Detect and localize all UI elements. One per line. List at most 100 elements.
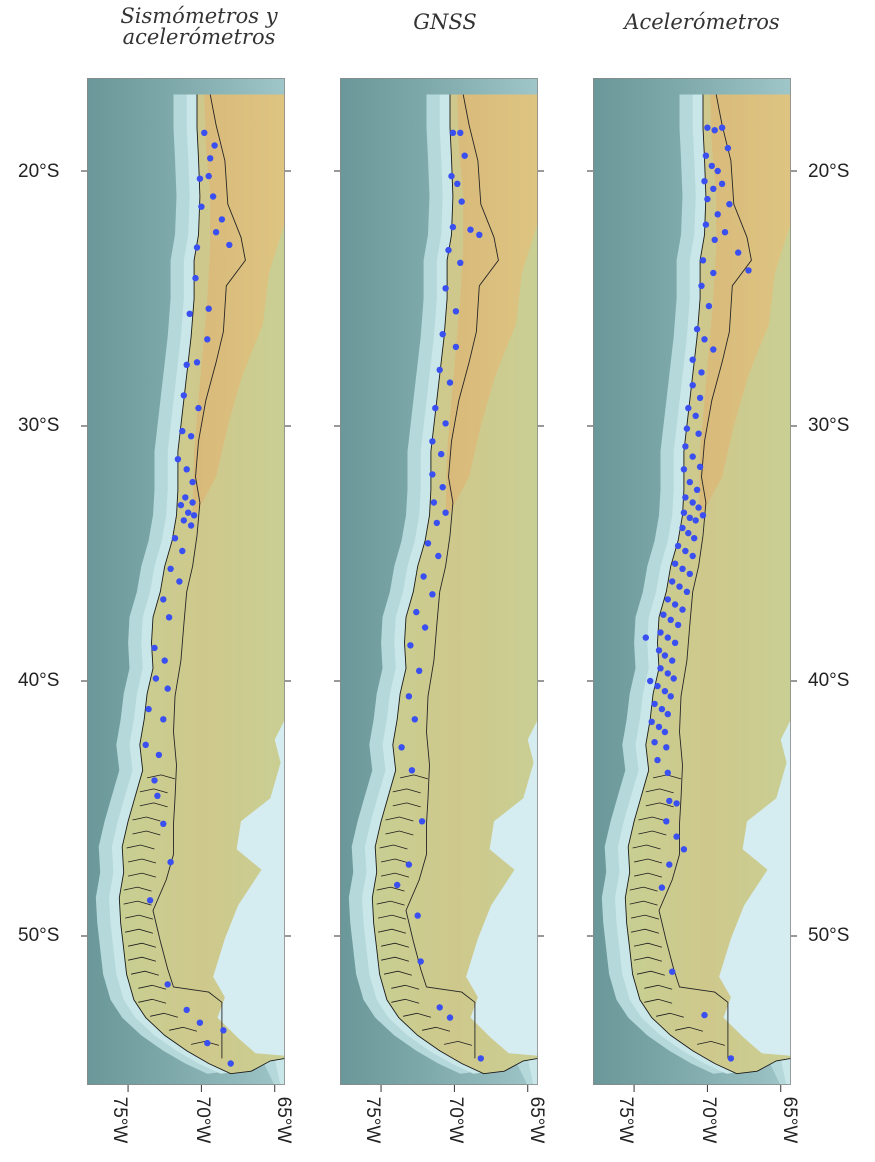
border-line xyxy=(658,94,752,1059)
station-marker xyxy=(693,325,701,333)
station-marker xyxy=(664,634,671,641)
station-marker xyxy=(442,509,449,516)
station-marker xyxy=(685,529,692,537)
station-marker xyxy=(190,512,198,519)
station-marker xyxy=(145,705,152,713)
map-frame xyxy=(340,78,538,1085)
station-marker xyxy=(179,547,186,555)
station-marker xyxy=(702,221,710,228)
station-marker xyxy=(663,744,670,751)
station-marker xyxy=(718,124,726,131)
station-marker xyxy=(689,453,696,460)
station-marker xyxy=(192,274,199,282)
station-marker xyxy=(452,308,460,315)
station-marker xyxy=(477,1055,484,1062)
station-marker xyxy=(160,820,167,827)
station-marker xyxy=(660,611,667,618)
station-marker xyxy=(193,244,201,251)
station-marker xyxy=(452,343,460,351)
station-marker xyxy=(449,223,457,231)
station-marker xyxy=(711,127,718,134)
station-marker xyxy=(394,881,401,889)
station-marker xyxy=(207,155,214,162)
station-marker xyxy=(689,382,696,389)
station-marker xyxy=(682,547,689,555)
station-marker xyxy=(699,512,707,519)
station-marker xyxy=(446,379,454,386)
station-marker xyxy=(664,596,671,603)
station-marker xyxy=(187,522,195,529)
station-marker xyxy=(405,861,413,868)
station-marker xyxy=(727,1055,735,1062)
station-marker xyxy=(686,570,693,578)
station-marker xyxy=(692,517,699,524)
station-marker xyxy=(438,450,445,458)
station-marker xyxy=(686,478,693,486)
station-marker xyxy=(435,552,442,560)
station-marker xyxy=(654,756,661,764)
station-marker xyxy=(204,1039,211,1047)
map-panel-2 xyxy=(334,78,544,1092)
station-marker xyxy=(193,359,201,366)
station-marker xyxy=(407,642,414,649)
station-marker xyxy=(680,466,688,473)
station-marker xyxy=(673,800,680,807)
station-marker xyxy=(413,608,420,616)
station-marker xyxy=(695,430,702,437)
station-marker xyxy=(189,478,196,486)
station-marker xyxy=(179,427,186,435)
lat-label-left-50s: 50°S xyxy=(18,925,60,946)
station-marker xyxy=(411,716,418,723)
station-marker xyxy=(186,310,193,317)
lat-label-right-30s: 30°S xyxy=(808,415,850,436)
station-marker xyxy=(673,833,680,840)
station-marker xyxy=(151,777,158,784)
stations xyxy=(642,124,752,1062)
station-marker xyxy=(176,578,183,585)
atlantic-ocean xyxy=(719,719,791,1056)
station-marker xyxy=(446,1014,454,1021)
station-marker xyxy=(679,606,686,613)
station-marker xyxy=(211,142,218,149)
station-marker xyxy=(671,560,679,567)
station-marker xyxy=(448,172,455,180)
station-marker xyxy=(183,466,190,473)
station-marker xyxy=(416,667,423,674)
station-marker xyxy=(667,693,674,700)
lon-text: 65°W xyxy=(273,1096,294,1144)
station-marker xyxy=(146,897,154,904)
station-marker xyxy=(704,124,711,131)
station-marker xyxy=(182,494,189,501)
station-marker xyxy=(195,404,202,412)
station-marker xyxy=(704,195,711,203)
station-marker xyxy=(647,677,654,685)
station-marker xyxy=(682,443,689,450)
border-line xyxy=(152,94,246,1059)
station-marker xyxy=(154,792,161,799)
station-marker xyxy=(710,185,717,192)
station-marker xyxy=(421,624,429,631)
station-marker xyxy=(696,463,704,470)
station-marker xyxy=(680,509,688,516)
station-marker xyxy=(655,723,663,731)
station-marker xyxy=(408,767,416,774)
coastline xyxy=(118,94,285,1075)
station-marker xyxy=(160,716,167,723)
station-marker xyxy=(177,501,185,509)
lon-text: 70°W xyxy=(698,1096,719,1144)
station-marker xyxy=(458,198,465,205)
map-frame xyxy=(87,78,285,1085)
station-marker xyxy=(424,540,432,547)
station-marker xyxy=(142,741,149,748)
station-marker xyxy=(183,361,190,368)
station-marker xyxy=(689,356,696,363)
station-marker xyxy=(661,728,669,736)
station-marker xyxy=(670,675,677,682)
station-marker xyxy=(220,1027,227,1034)
station-marker xyxy=(205,172,212,180)
lat-label-right-20s: 20°S xyxy=(808,161,850,182)
station-marker xyxy=(429,471,436,478)
station-marker xyxy=(414,912,421,919)
station-marker xyxy=(689,499,696,506)
station-marker xyxy=(436,1004,443,1011)
